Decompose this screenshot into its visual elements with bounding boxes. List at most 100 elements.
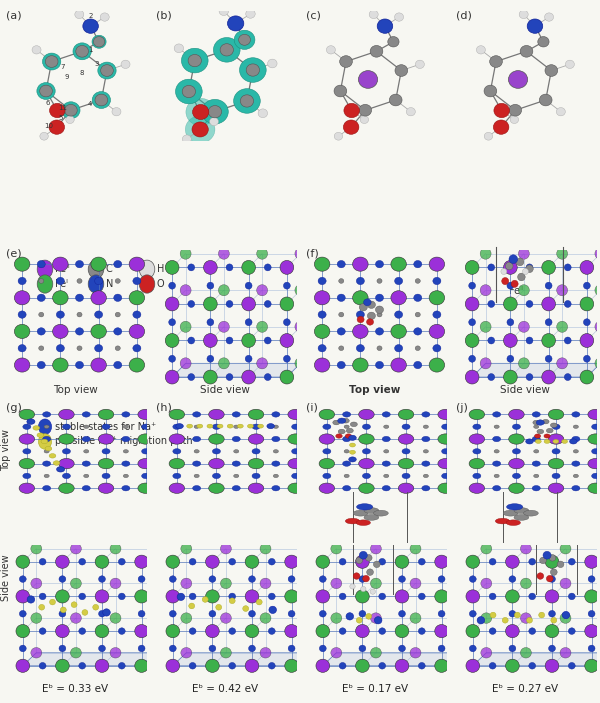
- Circle shape: [377, 312, 382, 317]
- Circle shape: [382, 437, 390, 441]
- Circle shape: [122, 412, 130, 417]
- Circle shape: [169, 355, 176, 362]
- Circle shape: [189, 593, 196, 600]
- Circle shape: [592, 424, 599, 430]
- Circle shape: [169, 645, 176, 652]
- Text: 9: 9: [64, 74, 69, 80]
- Circle shape: [490, 612, 496, 618]
- Circle shape: [353, 510, 368, 516]
- Circle shape: [523, 510, 538, 516]
- Circle shape: [529, 662, 536, 669]
- Circle shape: [180, 321, 191, 333]
- Circle shape: [490, 56, 502, 67]
- Circle shape: [356, 311, 364, 318]
- Circle shape: [484, 132, 493, 140]
- Circle shape: [135, 659, 148, 672]
- Circle shape: [245, 590, 259, 603]
- Circle shape: [193, 105, 209, 120]
- Circle shape: [373, 510, 388, 516]
- Circle shape: [422, 412, 430, 417]
- Circle shape: [545, 624, 559, 638]
- Circle shape: [53, 460, 60, 465]
- Circle shape: [588, 483, 600, 494]
- Circle shape: [526, 439, 533, 444]
- Circle shape: [19, 483, 35, 494]
- Circle shape: [356, 557, 362, 564]
- Circle shape: [466, 590, 479, 603]
- Circle shape: [398, 409, 414, 420]
- Circle shape: [537, 430, 544, 434]
- Circle shape: [370, 613, 382, 624]
- Circle shape: [82, 486, 90, 491]
- Circle shape: [122, 486, 130, 491]
- Circle shape: [37, 260, 53, 278]
- Circle shape: [39, 593, 46, 600]
- Circle shape: [585, 590, 598, 603]
- Circle shape: [364, 299, 371, 306]
- Circle shape: [349, 435, 356, 440]
- Circle shape: [343, 486, 350, 491]
- Circle shape: [379, 662, 386, 669]
- Circle shape: [370, 647, 382, 658]
- Circle shape: [580, 260, 594, 274]
- Text: (b): (b): [156, 11, 172, 20]
- Circle shape: [49, 453, 56, 458]
- Circle shape: [181, 647, 192, 658]
- Circle shape: [503, 370, 517, 384]
- Circle shape: [532, 437, 540, 441]
- Circle shape: [102, 424, 110, 430]
- Circle shape: [438, 409, 454, 420]
- Circle shape: [23, 424, 31, 430]
- Circle shape: [469, 483, 485, 494]
- Circle shape: [350, 450, 355, 454]
- Circle shape: [402, 449, 410, 454]
- Circle shape: [182, 135, 191, 143]
- Circle shape: [423, 450, 428, 453]
- Circle shape: [353, 358, 368, 372]
- Circle shape: [477, 617, 485, 624]
- Circle shape: [488, 264, 494, 271]
- Circle shape: [92, 35, 106, 49]
- Circle shape: [226, 300, 233, 307]
- Circle shape: [350, 443, 355, 447]
- Circle shape: [98, 409, 114, 420]
- Circle shape: [377, 346, 382, 351]
- Circle shape: [218, 321, 229, 333]
- Circle shape: [39, 628, 46, 634]
- Circle shape: [112, 108, 121, 116]
- Circle shape: [181, 613, 192, 624]
- Circle shape: [507, 318, 514, 325]
- Circle shape: [481, 578, 492, 588]
- Circle shape: [383, 475, 389, 477]
- Circle shape: [339, 628, 346, 634]
- Circle shape: [288, 409, 304, 420]
- Circle shape: [588, 610, 595, 617]
- Circle shape: [476, 46, 485, 54]
- Circle shape: [376, 294, 383, 302]
- Circle shape: [121, 60, 130, 68]
- Circle shape: [188, 54, 202, 67]
- Circle shape: [395, 624, 409, 638]
- Circle shape: [18, 311, 26, 318]
- Circle shape: [207, 318, 214, 325]
- Circle shape: [76, 328, 83, 335]
- Circle shape: [98, 645, 106, 652]
- Circle shape: [53, 291, 68, 305]
- Circle shape: [350, 583, 355, 589]
- Circle shape: [91, 257, 106, 271]
- Circle shape: [429, 291, 445, 305]
- Circle shape: [512, 424, 520, 430]
- Circle shape: [138, 483, 154, 494]
- Polygon shape: [23, 653, 155, 666]
- Circle shape: [410, 613, 421, 624]
- Circle shape: [507, 282, 514, 289]
- Circle shape: [38, 434, 52, 449]
- Circle shape: [176, 424, 182, 428]
- Circle shape: [535, 439, 541, 444]
- Circle shape: [272, 461, 280, 466]
- Circle shape: [316, 624, 329, 638]
- Circle shape: [56, 590, 69, 603]
- Circle shape: [316, 659, 329, 672]
- Circle shape: [423, 425, 428, 428]
- Circle shape: [532, 461, 540, 466]
